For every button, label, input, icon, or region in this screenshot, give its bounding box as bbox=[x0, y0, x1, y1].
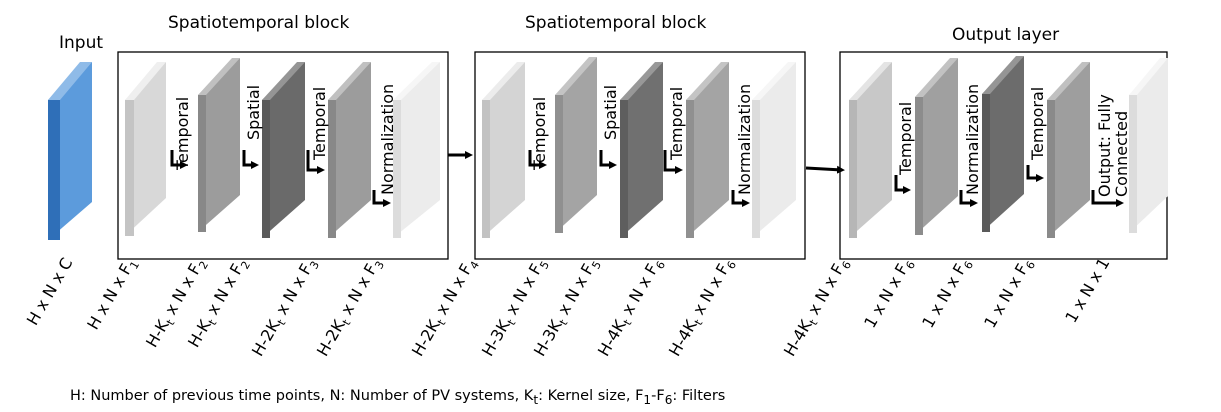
layer-b2-4 bbox=[686, 62, 729, 238]
layer-b1-3 bbox=[262, 62, 305, 238]
dim-text: x N x F bbox=[499, 261, 546, 323]
arrow-b3-1 bbox=[894, 175, 911, 194]
layer-b3-1 bbox=[849, 62, 892, 238]
dim-subscript: t bbox=[435, 317, 449, 328]
op-label-b3-2: Normalization bbox=[963, 84, 982, 195]
input-layer bbox=[48, 62, 92, 240]
dim-label: H x N x F1 bbox=[83, 255, 142, 335]
block-title-1: Spatiotemporal block bbox=[168, 13, 349, 33]
arrow-b2-4 bbox=[731, 190, 750, 207]
caption-part-2: : Kernel size, F bbox=[538, 388, 644, 404]
arrow-b1-2 bbox=[242, 150, 259, 169]
dim-subscript: t bbox=[206, 317, 220, 328]
arrow-b1-1 bbox=[170, 150, 188, 169]
caption-part-1: H: Number of previous time points, N: Nu… bbox=[70, 388, 534, 404]
dim-text: H x N x C bbox=[23, 255, 77, 329]
block-frame-2 bbox=[474, 51, 806, 260]
layer-b1-1 bbox=[125, 62, 166, 236]
block-title-2: Spatiotemporal block bbox=[525, 13, 706, 33]
dim-text: x N x F bbox=[269, 261, 316, 323]
dim-subscript: t bbox=[692, 317, 706, 328]
layer-b3-2 bbox=[915, 58, 958, 235]
op-label-b1-2: Spatial bbox=[244, 85, 263, 140]
dim-text: 1 x N x F bbox=[860, 261, 912, 332]
dim-subscript: t bbox=[340, 317, 354, 328]
op-label-b3-5: Connected bbox=[1112, 111, 1131, 197]
layer-b1-4 bbox=[328, 62, 371, 238]
dim-subscript: t bbox=[807, 317, 821, 328]
arrow-b1-4 bbox=[372, 190, 391, 207]
layer-b3-4 bbox=[1047, 62, 1090, 238]
dim-text: x N x F bbox=[429, 261, 476, 323]
dim-label: H-4Kt x N x F6 bbox=[594, 255, 668, 361]
dim-text: 1 x N x 1 bbox=[1061, 255, 1113, 327]
caption-part-4: : Filters bbox=[672, 388, 726, 404]
op-label-b1-1: Temporal bbox=[173, 97, 192, 171]
block-title-3: Output layer bbox=[952, 25, 1059, 45]
op-label-b1-4: Normalization bbox=[378, 84, 397, 195]
dim-subscript: t bbox=[557, 317, 571, 328]
layer-b1-2 bbox=[198, 58, 240, 232]
arrow-b3-4 bbox=[1091, 190, 1124, 207]
dim-label: 1 x N x F6 bbox=[980, 255, 1038, 333]
dim-subscript: t bbox=[505, 317, 519, 328]
caption-sub-3: 6 bbox=[664, 392, 673, 407]
layer-b3-5 bbox=[1129, 58, 1168, 233]
op-label-b2-3: Temporal bbox=[667, 87, 686, 161]
connector-block2-block3 bbox=[805, 165, 845, 174]
dim-label: H-4Kt x N x F6 bbox=[665, 255, 739, 361]
dim-text: H x N x F bbox=[83, 261, 136, 333]
op-label-b3-1: Temporal bbox=[896, 102, 915, 176]
dim-text: x N x F bbox=[158, 261, 205, 323]
dim-text: 1 x N x F bbox=[980, 261, 1032, 332]
dim-text: 1 x N x F bbox=[918, 261, 970, 332]
dim-label: H x N x C bbox=[23, 255, 77, 329]
arrow-b2-1 bbox=[528, 150, 547, 169]
caption: H: Number of previous time points, N: Nu… bbox=[70, 388, 725, 407]
op-label-b3-3: Temporal bbox=[1028, 87, 1047, 161]
arrow-b2-3 bbox=[663, 150, 683, 174]
op-label-b2-2: Spatial bbox=[601, 85, 620, 140]
layer-b2-3 bbox=[620, 62, 663, 238]
op-label-b3-4: Output: Fully bbox=[1095, 94, 1114, 197]
dim-label: 1 x N x F6 bbox=[918, 255, 976, 333]
arrow-b2-2 bbox=[599, 150, 617, 169]
dim-text: x N x F bbox=[801, 261, 848, 323]
dim-label: H-2Kt x N x F4 bbox=[408, 255, 482, 361]
arrow-b3-2 bbox=[959, 190, 978, 207]
dim-text: x N x F bbox=[615, 261, 662, 323]
caption-sub-1: t bbox=[533, 392, 539, 407]
dim-text: x N x F bbox=[334, 261, 381, 323]
caption-part-3: -F bbox=[651, 388, 665, 404]
dim-subscript: t bbox=[621, 317, 635, 328]
dim-subscript: t bbox=[275, 317, 289, 328]
dim-text: x N x F bbox=[551, 261, 598, 323]
dim-label: H-2Kt x N x F3 bbox=[248, 255, 322, 361]
layer-b2-5 bbox=[752, 62, 796, 238]
dim-label: H-2Kt x N x F3 bbox=[313, 255, 387, 361]
caption-sub-2: 1 bbox=[643, 392, 652, 407]
op-label-b2-4: Normalization bbox=[735, 84, 754, 195]
layer-b2-1 bbox=[482, 62, 525, 238]
op-label-b1-3: Temporal bbox=[310, 87, 329, 161]
dim-label: H-4Kt x N x F6 bbox=[780, 255, 854, 361]
op-labels: Temporal Spatial Temporal Normalization … bbox=[173, 84, 1131, 197]
dim-label: 1 x N x F6 bbox=[860, 255, 918, 333]
input-title: Input bbox=[59, 33, 103, 53]
layer-b1-5 bbox=[393, 62, 440, 238]
arrow-b3-3 bbox=[1026, 165, 1044, 182]
dim-subscript: t bbox=[164, 317, 178, 328]
arrow-b1-3 bbox=[306, 150, 325, 174]
dim-label: 1 x N x 1 bbox=[1061, 255, 1113, 327]
layer-b3-3 bbox=[982, 56, 1024, 232]
layer-b2-2 bbox=[555, 57, 597, 233]
inner-arrows bbox=[170, 150, 1124, 207]
op-label-b2-1: Temporal bbox=[530, 97, 549, 171]
dim-text: x N x F bbox=[686, 261, 733, 323]
